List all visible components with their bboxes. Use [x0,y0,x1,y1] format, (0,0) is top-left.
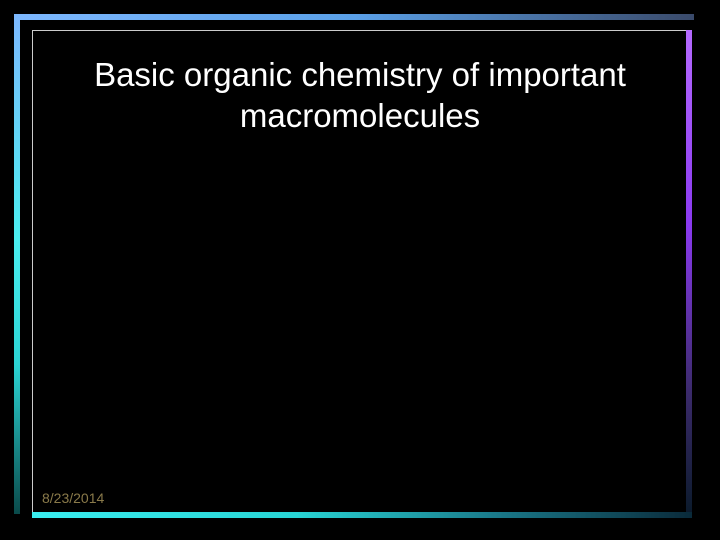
outer-frame-top [14,14,694,20]
outer-frame-left [14,14,20,514]
slide-date: 8/23/2014 [42,490,104,506]
slide: Basic organic chemistry of important mac… [0,0,720,540]
slide-title: Basic organic chemistry of important mac… [60,54,660,137]
right-accent-strip [686,30,692,516]
bottom-accent-strip [32,512,692,518]
